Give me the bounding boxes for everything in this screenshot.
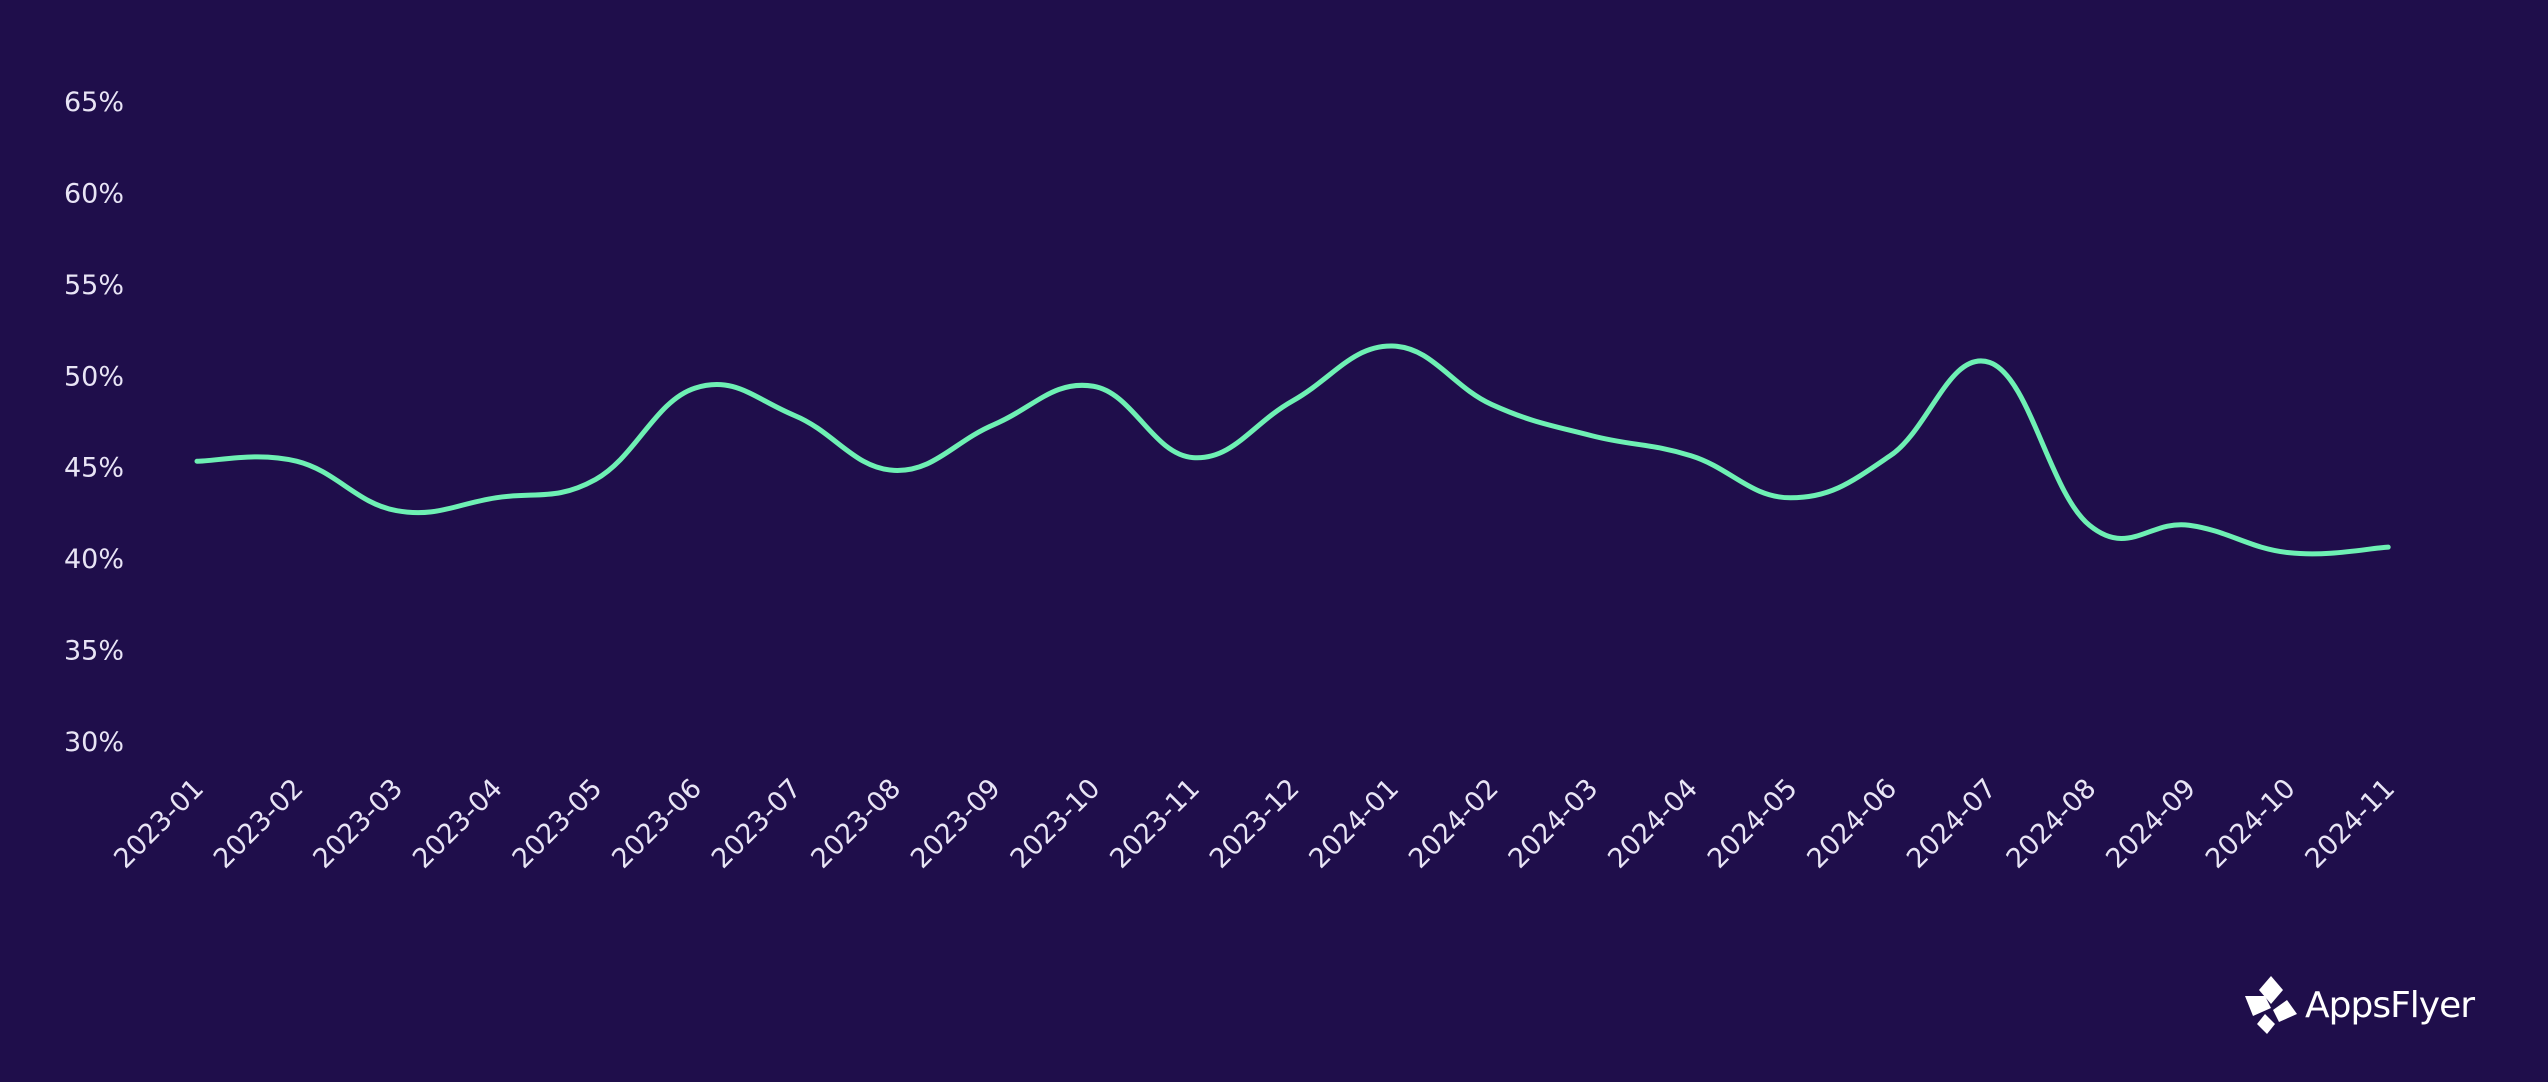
y-tick-label: 50% — [64, 361, 124, 392]
x-tick-label: 2023-09 — [905, 773, 1007, 875]
x-tick-label: 2023-10 — [1005, 773, 1107, 875]
x-tick-label: 2024-07 — [1901, 773, 2003, 875]
appsflyer-logo: AppsFlyer — [2243, 974, 2475, 1036]
y-tick-label: 55% — [64, 270, 124, 301]
x-tick-label: 2024-10 — [2200, 773, 2302, 875]
y-tick-label: 60% — [64, 178, 124, 209]
y-tick-label: 30% — [64, 727, 124, 758]
x-tick-label: 2023-02 — [208, 773, 310, 875]
x-tick-label: 2024-05 — [1702, 773, 1804, 875]
x-tick-label: 2023-07 — [706, 773, 808, 875]
x-tick-label: 2023-11 — [1104, 773, 1206, 875]
x-tick-label: 2023-03 — [307, 773, 409, 875]
x-tick-label: 2023-06 — [606, 773, 708, 875]
x-tick-label: 2023-05 — [507, 773, 609, 875]
x-tick-label: 2024-06 — [1801, 773, 1903, 875]
y-tick-label: 35% — [64, 636, 124, 667]
series-group — [194, 343, 2391, 557]
appsflyer-logo-icon — [2245, 976, 2297, 1034]
series-line — [194, 343, 2391, 557]
x-tick-label: 2024-03 — [1503, 773, 1605, 875]
x-tick-label: 2024-09 — [2100, 773, 2202, 875]
x-tick-label: 2024-11 — [2299, 773, 2401, 875]
x-tick-label: 2024-01 — [1303, 773, 1405, 875]
x-tick-label: 2023-12 — [1204, 773, 1306, 875]
y-tick-label: 45% — [64, 453, 124, 484]
x-tick-label: 2024-08 — [2001, 773, 2103, 875]
y-tick-label: 65% — [64, 87, 124, 118]
x-tick-label: 2024-04 — [1602, 773, 1704, 875]
x-tick-label: 2024-02 — [1403, 773, 1505, 875]
y-tick-label: 40% — [64, 544, 124, 575]
x-axis-ticks: 2023-012023-022023-032023-042023-052023-… — [108, 773, 2401, 875]
x-tick-label: 2023-01 — [108, 773, 210, 875]
brand-name: AppsFlyer — [2305, 984, 2475, 1026]
x-tick-label: 2023-04 — [407, 773, 509, 875]
x-tick-label: 2023-08 — [805, 773, 907, 875]
y-axis-ticks: 30% 35% 40% 45% 50% 55% 60% 65% — [64, 87, 124, 758]
